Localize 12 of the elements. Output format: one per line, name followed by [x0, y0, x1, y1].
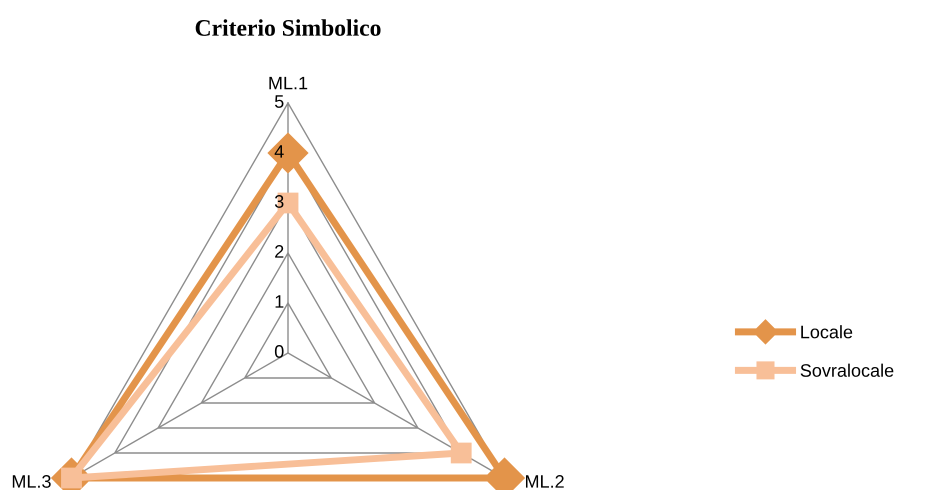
spoke-label: ML.2	[526, 475, 564, 488]
y-tick-label: 0	[274, 345, 284, 358]
legend-label: Sovralocale	[800, 364, 894, 377]
spoke-label: ML.1	[269, 76, 308, 90]
spoke-label: ML.3	[12, 475, 51, 488]
y-tick-label: 5	[274, 95, 284, 108]
y-tick-label: 2	[275, 245, 284, 258]
y-tick-label: 4	[274, 145, 284, 158]
legend-label: Locale	[801, 325, 852, 338]
y-tick-label: 3	[274, 195, 284, 208]
y-tick-label: 1	[276, 295, 284, 308]
chart-title: Criterio Simbolico	[196, 19, 381, 36]
